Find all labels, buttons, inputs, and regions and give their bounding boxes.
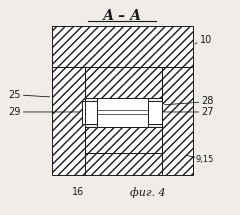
Text: А – А: А – А <box>102 9 142 23</box>
Text: 16: 16 <box>72 187 84 197</box>
Bar <box>85 67 162 98</box>
Bar <box>52 67 85 175</box>
Text: 27: 27 <box>201 107 214 117</box>
Text: фиг. 4: фиг. 4 <box>130 187 166 198</box>
Text: 25: 25 <box>9 90 21 100</box>
Bar <box>85 127 162 153</box>
Bar <box>52 26 192 67</box>
Bar <box>97 98 148 127</box>
Text: 28: 28 <box>201 96 214 106</box>
Text: 9,15: 9,15 <box>196 155 214 164</box>
Bar <box>85 153 162 175</box>
Bar <box>82 101 97 124</box>
Text: 10: 10 <box>199 35 212 45</box>
Bar <box>85 107 162 117</box>
Bar <box>162 67 192 175</box>
Bar <box>148 101 162 124</box>
Text: 29: 29 <box>9 107 21 117</box>
